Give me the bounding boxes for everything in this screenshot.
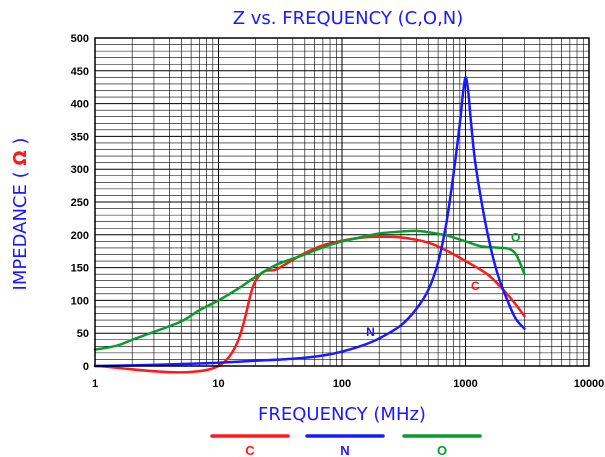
y-tick-label: 500 bbox=[71, 33, 89, 45]
y-tick-label: 100 bbox=[71, 295, 89, 307]
legend-label-c: C bbox=[245, 443, 255, 457]
y-tick-label: 300 bbox=[71, 164, 89, 176]
plot-frame bbox=[94, 37, 590, 367]
x-tick-label: 10000 bbox=[574, 378, 605, 390]
y-tick-label: 0 bbox=[83, 361, 89, 373]
series-label-n: N bbox=[366, 325, 375, 339]
y-axis-unit: Ω bbox=[10, 150, 31, 165]
y-axis-paren-close: ) bbox=[10, 138, 31, 145]
chart-title: Z vs. FREQUENCY (C,O,N) bbox=[233, 8, 464, 29]
x-tick-label: 100 bbox=[333, 378, 351, 390]
y-tick-label: 50 bbox=[77, 328, 89, 340]
y-tick-label: 250 bbox=[71, 197, 89, 209]
y-tick-label: 400 bbox=[71, 99, 89, 111]
y-tick-label: 350 bbox=[71, 131, 89, 143]
series-label-c: C bbox=[471, 279, 480, 293]
y-tick-label: 450 bbox=[71, 66, 89, 78]
series-label-o: O bbox=[511, 230, 520, 244]
series-line-c bbox=[93, 235, 526, 374]
y-axis-title: IMPEDANCE ( Ω ) bbox=[10, 138, 31, 291]
x-tick-label: 1000 bbox=[453, 378, 477, 390]
tick-labels: 1 10 100 1000 10000 0 50 100 150 200 250 300 350 400 4… bbox=[71, 33, 605, 390]
y-axis-title-text: IMPEDANCE bbox=[10, 184, 31, 290]
y-tick-label: 150 bbox=[71, 263, 89, 275]
legend-label-n: N bbox=[340, 443, 349, 457]
y-axis-title-group: IMPEDANCE ( Ω ) bbox=[10, 138, 31, 291]
y-tick-label: 200 bbox=[71, 230, 89, 242]
legend-label-o: O bbox=[437, 443, 447, 457]
y-axis-paren-open: ( bbox=[10, 166, 31, 179]
series-labels: C O N bbox=[366, 230, 520, 338]
x-axis-title: FREQUENCY (MHz) bbox=[258, 404, 426, 425]
x-tick-label: 1 bbox=[92, 378, 98, 390]
series-line-n bbox=[93, 76, 526, 368]
series-lines bbox=[93, 76, 526, 374]
x-tick-label: 10 bbox=[212, 378, 224, 390]
